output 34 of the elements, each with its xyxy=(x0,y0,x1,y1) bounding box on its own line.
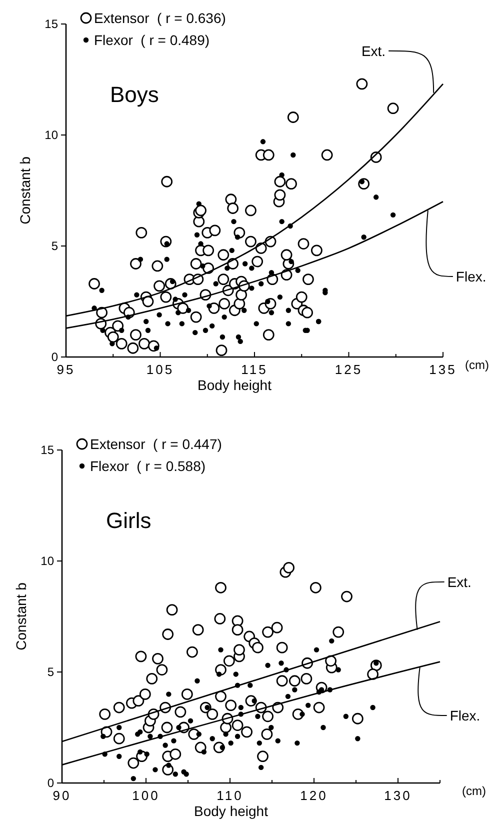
x-tick-label: 135 xyxy=(429,362,457,377)
x-tick-label: 105 xyxy=(146,362,174,377)
annotation: Flex. xyxy=(450,708,480,724)
y-axis-title: Constant b xyxy=(17,156,33,224)
text: Girls xyxy=(106,508,152,533)
legend-label: Extensor ( r = 0.636) xyxy=(94,10,226,26)
x-tick-label: 95 xyxy=(56,362,76,377)
annotation: Ext. xyxy=(447,574,472,590)
text: (cm) xyxy=(462,784,486,798)
x-axis-title: Body height xyxy=(194,803,268,819)
legend-label: Flexor ( r = 0.489) xyxy=(94,32,210,48)
x-tick-label: 120 xyxy=(300,788,328,803)
y-tick-label: 10 xyxy=(44,128,58,142)
y-axis-title: Constant b xyxy=(13,582,29,650)
y-tick-label: 15 xyxy=(44,17,58,31)
y-tick-label: 15 xyxy=(40,443,54,457)
text: Boys xyxy=(110,82,159,107)
y-tick-label: 10 xyxy=(40,554,54,568)
x-tick-label: 115 xyxy=(241,362,268,377)
x-axis-title: Body height xyxy=(198,377,272,393)
y-tick-label: 0 xyxy=(51,350,58,364)
x-tick-label: 90 xyxy=(52,788,72,803)
x-tick-label: 125 xyxy=(334,362,363,377)
text: (cm) xyxy=(465,358,489,372)
x-tick-label: 100 xyxy=(132,788,160,803)
y-tick-label: 0 xyxy=(47,776,54,790)
x-tick-label: 110 xyxy=(216,788,244,803)
y-tick-label: 5 xyxy=(51,239,58,253)
annotation: Flex. xyxy=(456,268,486,284)
y-tick-label: 5 xyxy=(47,665,54,679)
annotation: Ext. xyxy=(361,42,386,59)
x-tick-label: 130 xyxy=(384,788,412,803)
legend-label: Flexor ( r = 0.588) xyxy=(90,458,206,474)
legend-label: Extensor ( r = 0.447) xyxy=(90,436,222,452)
